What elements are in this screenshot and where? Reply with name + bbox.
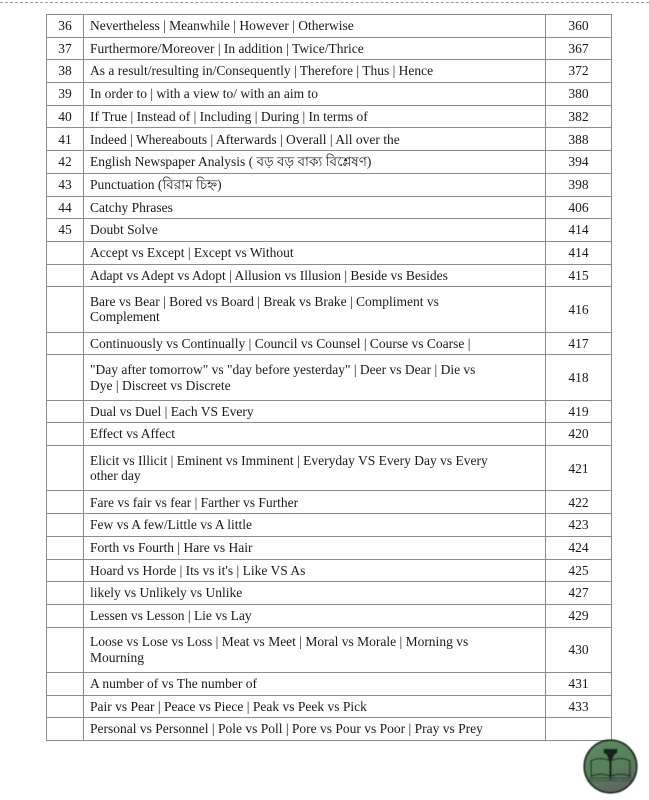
svg-text:ENGLISH LEARNING CENTER: ENGLISH LEARNING CENTER <box>587 778 634 782</box>
